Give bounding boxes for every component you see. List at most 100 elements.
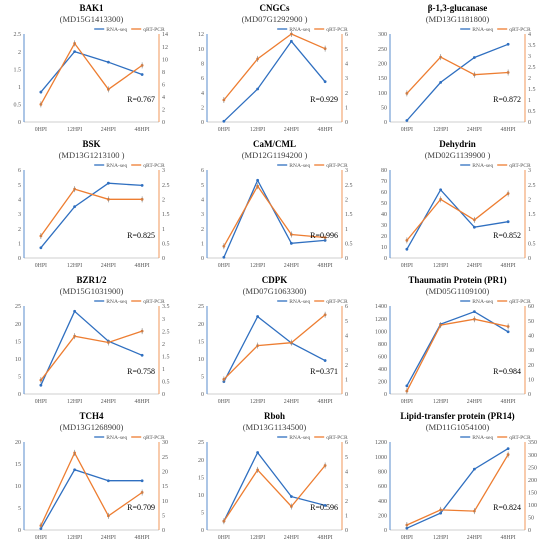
y-left-tick-label: 0 [18, 392, 21, 398]
legend-rna-seq-label: RNA-seq [472, 299, 493, 305]
x-tick-label: 0HPI [401, 263, 413, 269]
correlation-label: R=0.984 [493, 367, 521, 376]
x-tick-label: 48HPI [318, 127, 333, 133]
x-tick-label: 12HPI [250, 127, 265, 133]
y-left-tick-label: 50 [381, 106, 387, 112]
y-right-tick-label: 1 [162, 227, 165, 233]
y-left-tick-label: 600 [378, 484, 387, 490]
x-tick-label: 0HPI [401, 535, 413, 541]
panel-subtitle: (MD15G1413300) [60, 14, 124, 24]
rna-seq-point [323, 503, 327, 507]
rna-seq-line [223, 315, 326, 382]
y-right-tick-label: 0.5 [528, 242, 536, 248]
x-tick-label: 12HPI [67, 263, 82, 269]
y-right-tick-label: 14 [162, 32, 168, 38]
y-left-tick-label: 15 [15, 339, 21, 345]
panel-11: Rboh(MD13G1134500) 0 5 10 15 20 25 0 1 2 3 4 5 6 0HPI 1… [198, 411, 348, 541]
y-left-tick-label: 6 [18, 168, 21, 174]
rna-seq-line [406, 448, 509, 529]
x-tick-label: 0HPI [35, 399, 47, 405]
y-left-tick-label: 3 [201, 212, 204, 218]
panel-subtitle: (MD02G1139900 ) [425, 150, 491, 160]
qrt-pcr-line [223, 184, 326, 247]
x-tick-label: 48HPI [501, 535, 516, 541]
y-left-tick-label: 2 [18, 227, 21, 233]
panel-subtitle: (MD13G1213100 ) [59, 150, 125, 160]
y-left-tick-label: 4 [201, 91, 204, 97]
y-left-tick-label: 0 [18, 120, 21, 126]
y-right-tick-label: 2.5 [345, 183, 353, 189]
x-tick-label: 12HPI [250, 535, 265, 541]
y-left-tick-label: 200 [378, 514, 387, 520]
x-tick-label: 12HPI [67, 535, 82, 541]
legend-qrt-pcr-label: qRT-PCR [509, 435, 531, 441]
y-right-tick-label: 1.5 [162, 354, 170, 360]
qrt-pcr-line [40, 451, 143, 526]
y-right-tick-label: 1 [345, 106, 348, 112]
correlation-label: R=0.872 [493, 95, 521, 104]
y-left-tick-label: 10 [198, 357, 204, 363]
panel-10: TCH4(MD13G1268900) 0 5 10 15 20 0 5 10 15 20 25 30 0H… [15, 411, 168, 541]
y-right-tick-label: 20 [162, 470, 168, 476]
y-left-tick-label: 6 [201, 76, 204, 82]
rna-seq-point [289, 39, 293, 43]
y-right-tick-label: 0.5 [528, 109, 536, 115]
correlation-label: R=0.825 [127, 231, 155, 240]
y-left-tick-label: 300 [378, 32, 387, 38]
y-right-tick-label: 3 [345, 484, 348, 490]
panel-title: Lipid-transfer protein (PR14) [400, 411, 514, 421]
rna-seq-point [106, 181, 110, 185]
y-right-tick-label: 10 [162, 57, 168, 63]
y-left-tick-label: 100 [378, 91, 387, 97]
rna-seq-point [73, 205, 77, 209]
y-right-tick-label: 2 [162, 198, 165, 204]
rna-seq-point [506, 220, 510, 224]
panel-subtitle: (MD15G1031900) [60, 286, 124, 296]
rna-seq-line [406, 310, 509, 387]
rna-seq-line [40, 468, 143, 530]
y-right-tick-label: 100 [528, 503, 537, 509]
rna-seq-point [439, 511, 443, 515]
panel-4: BSK(MD13G1213100 ) 0 1 2 3 4 5 6 0 0.5 1 1.5 2 2.5 3 0H… [18, 139, 170, 269]
x-tick-label: 24HPI [101, 535, 116, 541]
legend-rna-seq-label: RNA-seq [106, 299, 127, 305]
y-right-tick-label: 0.5 [162, 242, 170, 248]
y-left-tick-label: 5 [18, 375, 21, 381]
panel-9: Thaumatin Protein (PR1)(MD05G1109100) 0 20… [375, 275, 534, 405]
rna-seq-point [140, 184, 144, 187]
y-right-tick-label: 60 [528, 304, 534, 310]
qrt-pcr-line [40, 42, 143, 105]
y-right-tick-label: 10 [162, 499, 168, 505]
rna-seq-point [73, 309, 77, 313]
qrt-pcr-line [406, 454, 509, 526]
y-left-tick-label: 20 [15, 440, 21, 446]
correlation-label: R=0.929 [310, 95, 338, 104]
y-left-tick-label: 1 [201, 242, 204, 248]
y-right-tick-label: 1.5 [345, 212, 353, 218]
y-right-tick-label: 30 [162, 440, 168, 446]
panel-title: Dehydrin [439, 139, 476, 149]
y-right-tick-label: 0 [528, 392, 531, 398]
y-right-tick-label: 0 [162, 256, 165, 262]
x-tick-label: 0HPI [401, 399, 413, 405]
y-left-tick-label: 600 [378, 354, 387, 360]
rna-seq-point [506, 330, 510, 334]
qrt-pcr-line [40, 188, 143, 237]
y-right-tick-label: 2 [345, 363, 348, 369]
y-left-tick-label: 1200 [375, 440, 387, 446]
rna-seq-point [140, 73, 144, 76]
y-right-tick-label: 0.5 [345, 242, 353, 248]
legend-rna-seq-label: RNA-seq [106, 163, 127, 169]
rna-seq-point [323, 359, 327, 362]
y-left-tick-label: 5 [18, 183, 21, 189]
legend-qrt-pcr-label: qRT-PCR [143, 435, 165, 441]
rna-seq-line [40, 50, 143, 93]
y-left-tick-label: 0 [384, 256, 387, 262]
y-left-tick-label: 0 [201, 256, 204, 262]
qrt-pcr-line [406, 56, 509, 94]
legend-qrt-pcr-label: qRT-PCR [326, 27, 348, 33]
y-right-tick-label: 0 [528, 120, 531, 126]
panel-title: BAK1 [79, 3, 104, 13]
rna-seq-point [506, 42, 510, 46]
panel-3: β-1,3-glucanase(MD13G1181800)05010015020… [378, 3, 536, 133]
